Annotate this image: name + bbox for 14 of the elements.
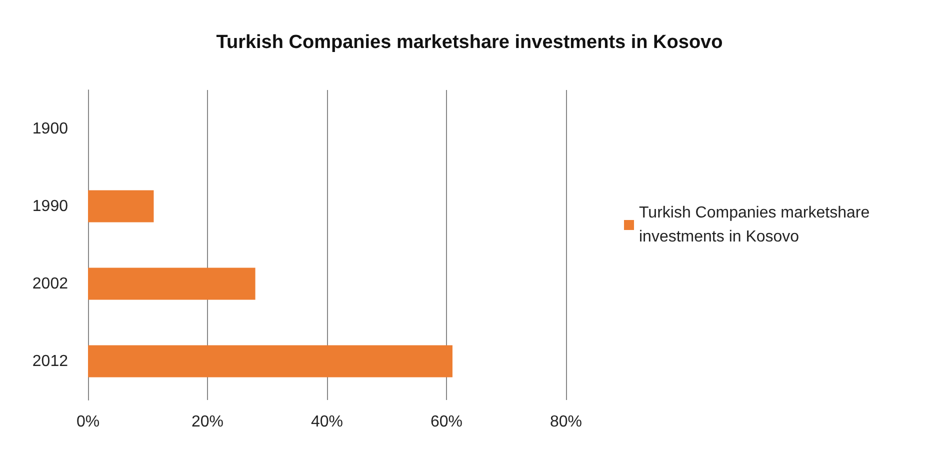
- y-tick-label: 2002: [32, 275, 68, 292]
- x-tick-label: 20%: [191, 414, 224, 430]
- x-tick-label: 80%: [550, 414, 582, 430]
- x-tick-label: 40%: [310, 414, 344, 430]
- y-tick-label: 1990: [32, 198, 68, 215]
- bar: [88, 268, 256, 300]
- y-tick-label: 1900: [32, 120, 68, 138]
- bar: [88, 345, 452, 378]
- chart-title: Turkish Companies marketshare investments in Kosovo: [216, 32, 723, 53]
- x-tick-label: 0%: [76, 414, 100, 430]
- legend-label: Turkish Companies marketshare investments in Kosovo: [639, 204, 874, 246]
- x-tick-label: 60%: [430, 414, 463, 430]
- bar: [88, 190, 154, 222]
- y-tick-label: 2012: [32, 352, 68, 370]
